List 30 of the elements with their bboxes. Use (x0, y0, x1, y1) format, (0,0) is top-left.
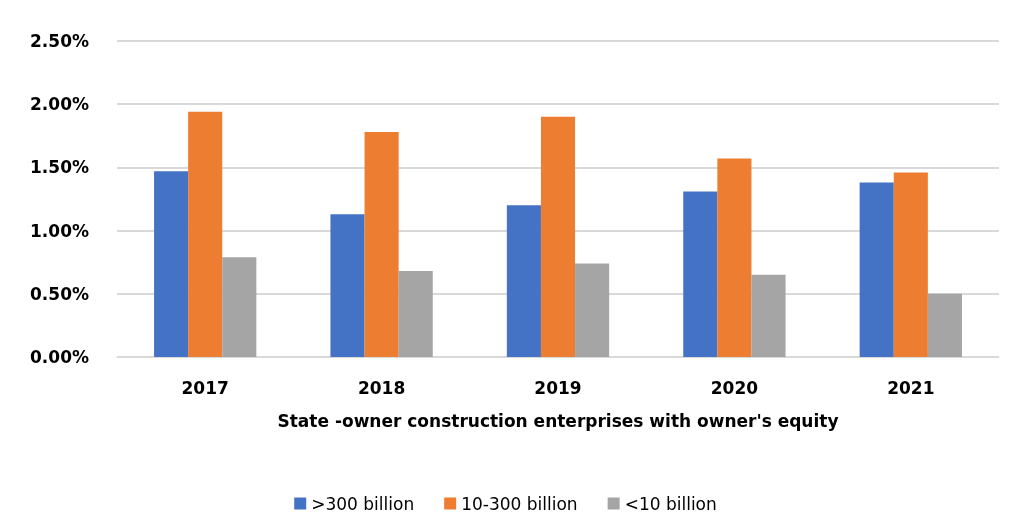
bar (364, 132, 399, 357)
bar (751, 274, 786, 357)
bar (927, 293, 962, 357)
bar (893, 172, 928, 357)
y-tick-label: 1.00% (30, 220, 89, 241)
y-tick-label: 2.50% (30, 31, 89, 51)
x-tick-label: 2020 (710, 377, 759, 398)
y-tick-label: 1.50% (30, 157, 89, 178)
bar (330, 214, 365, 357)
x-tick-label: 2021 (887, 377, 935, 398)
y-tick-label: 0.50% (30, 283, 89, 304)
bar (398, 271, 433, 357)
bar (154, 171, 189, 357)
bar (188, 111, 223, 357)
bar (222, 257, 257, 357)
bar (683, 191, 718, 357)
y-tick-label: 2.00% (30, 94, 89, 115)
bar (717, 158, 752, 357)
x-axis-title: State -owner construction enterprises with owner's equity (277, 410, 839, 431)
bar (575, 263, 610, 357)
legend-label: 10-300 billion (461, 493, 578, 514)
bar (540, 116, 576, 357)
x-tick-label: 2019 (534, 377, 582, 398)
x-tick-label: 2017 (181, 377, 229, 398)
bar (506, 205, 541, 357)
x-tick-label: 2018 (357, 377, 406, 398)
bar (859, 182, 894, 357)
y-tick-label: 0.00% (30, 347, 89, 367)
legend-label: <10 billion (624, 493, 717, 514)
legend-label: >300 billion (311, 493, 415, 514)
